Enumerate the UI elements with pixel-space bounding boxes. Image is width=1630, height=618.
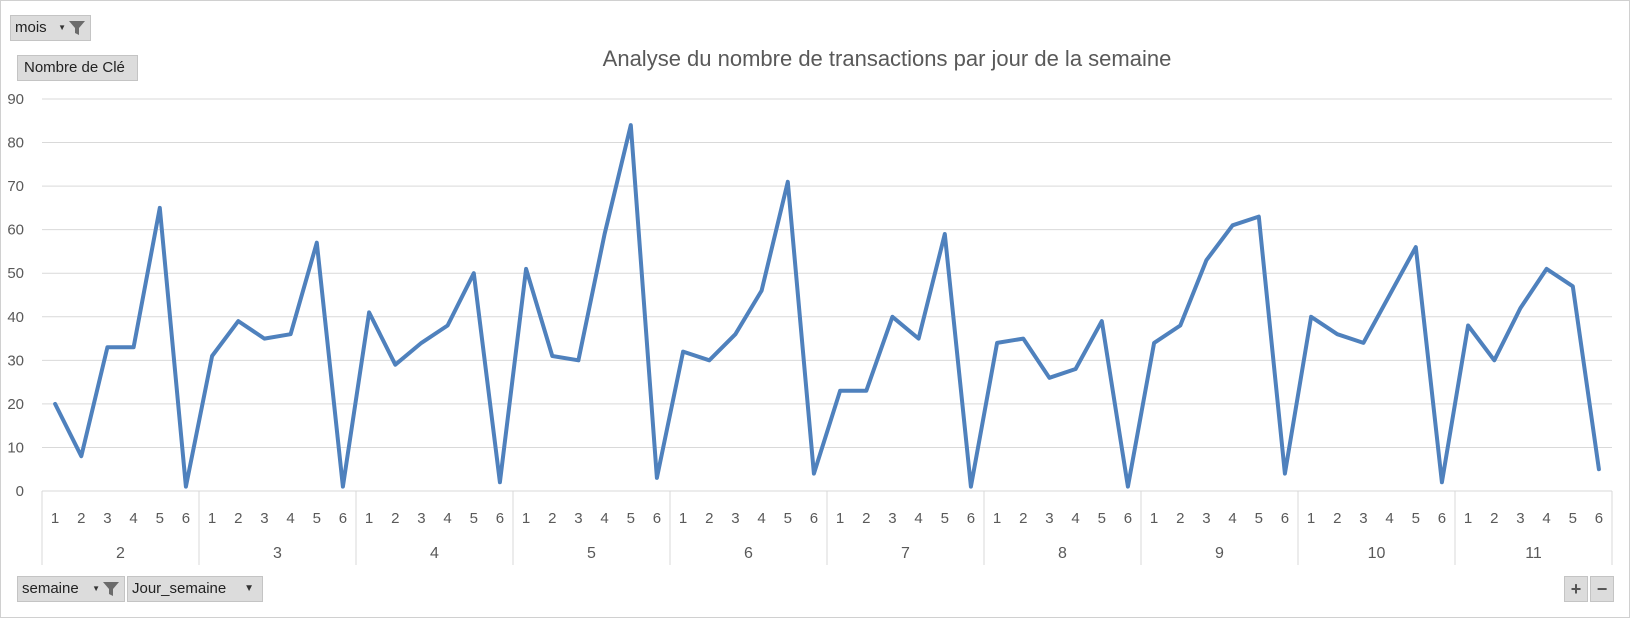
x-tick-label: 1 bbox=[365, 510, 373, 527]
x-tick-label: 2 bbox=[548, 510, 556, 527]
x-tick-label: 4 bbox=[1071, 510, 1079, 527]
x-tick-label: 3 bbox=[103, 510, 111, 527]
x-tick-label: 2 bbox=[234, 510, 242, 527]
x-tick-label: 5 bbox=[1569, 510, 1577, 527]
value-field-button[interactable]: Nombre de Clé bbox=[17, 55, 138, 81]
series-line bbox=[53, 123, 1601, 489]
x-tick-label: 5 bbox=[941, 510, 949, 527]
group-label: 10 bbox=[1368, 545, 1386, 562]
y-tick-label: 90 bbox=[7, 91, 24, 108]
group-label: 7 bbox=[901, 545, 910, 562]
group-label: 6 bbox=[744, 545, 753, 562]
group-label: 5 bbox=[587, 545, 596, 562]
x-tick-label: 4 bbox=[914, 510, 922, 527]
x-tick-label: 3 bbox=[260, 510, 268, 527]
x-tick-label: 3 bbox=[888, 510, 896, 527]
y-tick-label: 0 bbox=[16, 483, 24, 500]
x-tick-label: 1 bbox=[1464, 510, 1472, 527]
x-tick-label: 6 bbox=[1124, 510, 1132, 527]
y-tick-label: 10 bbox=[7, 439, 24, 456]
value-field-label: Nombre de Clé bbox=[24, 59, 125, 76]
x-tick-label: 3 bbox=[1516, 510, 1524, 527]
x-tick-label: 5 bbox=[627, 510, 635, 527]
semaine-filter-label: semaine bbox=[22, 580, 79, 597]
x-tick-label: 5 bbox=[1098, 510, 1106, 527]
x-tick-label: 2 bbox=[77, 510, 85, 527]
x-tick-label: 4 bbox=[443, 510, 451, 527]
x-tick-label: 4 bbox=[1385, 510, 1393, 527]
x-tick-label: 1 bbox=[836, 510, 844, 527]
y-tick-label: 60 bbox=[7, 222, 24, 239]
x-tick-label: 6 bbox=[496, 510, 504, 527]
x-tick-label: 6 bbox=[182, 510, 190, 527]
x-tick-label: 5 bbox=[156, 510, 164, 527]
x-tick-label: 1 bbox=[208, 510, 216, 527]
filter-funnel-icon bbox=[103, 582, 119, 596]
y-tick-label: 70 bbox=[7, 178, 24, 195]
x-tick-label: 2 bbox=[1333, 510, 1341, 527]
x-tick-label: 3 bbox=[731, 510, 739, 527]
mois-filter-label: mois bbox=[15, 19, 47, 36]
x-tick-label: 1 bbox=[522, 510, 530, 527]
x-tick-label: 1 bbox=[679, 510, 687, 527]
group-label: 4 bbox=[430, 545, 439, 562]
x-tick-label: 4 bbox=[1542, 510, 1550, 527]
y-tick-label: 30 bbox=[7, 352, 24, 369]
x-tick-label: 3 bbox=[417, 510, 425, 527]
x-tick-label: 3 bbox=[574, 510, 582, 527]
jour-semaine-filter-label: Jour_semaine bbox=[132, 580, 227, 597]
x-tick-label: 5 bbox=[784, 510, 792, 527]
x-tick-label: 2 bbox=[705, 510, 713, 527]
chart-title: Analyse du nombre de transactions par jo… bbox=[603, 46, 1172, 71]
x-tick-label: 6 bbox=[967, 510, 975, 527]
x-tick-label: 6 bbox=[810, 510, 818, 527]
x-tick-label: 5 bbox=[313, 510, 321, 527]
x-tick-label: 4 bbox=[286, 510, 294, 527]
x-tick-label: 1 bbox=[993, 510, 1001, 527]
x-tick-label: 3 bbox=[1202, 510, 1210, 527]
x-tick-label: 2 bbox=[862, 510, 870, 527]
x-tick-label: 6 bbox=[653, 510, 661, 527]
x-tick-label: 2 bbox=[1019, 510, 1027, 527]
x-tick-label: 2 bbox=[1490, 510, 1498, 527]
x-tick-label: 1 bbox=[1307, 510, 1315, 527]
mois-filter-button[interactable]: mois ▼ bbox=[10, 15, 91, 41]
group-label: 2 bbox=[116, 545, 125, 562]
x-tick-label: 1 bbox=[1150, 510, 1158, 527]
x-tick-label: 2 bbox=[1176, 510, 1184, 527]
x-tick-label: 1 bbox=[51, 510, 59, 527]
expand-field-button[interactable]: + bbox=[1564, 576, 1588, 602]
x-tick-label: 6 bbox=[1438, 510, 1446, 527]
y-tick-label: 20 bbox=[7, 396, 24, 413]
semaine-filter-button[interactable]: semaine ▼ bbox=[17, 576, 125, 602]
x-tick-label: 6 bbox=[339, 510, 347, 527]
group-label: 9 bbox=[1215, 545, 1224, 562]
group-label: 3 bbox=[273, 545, 282, 562]
dropdown-arrow-icon: ▼ bbox=[92, 584, 100, 593]
x-tick-label: 4 bbox=[600, 510, 608, 527]
filter-funnel-icon bbox=[69, 21, 85, 35]
y-tick-label: 80 bbox=[7, 135, 24, 152]
y-tick-label: 50 bbox=[7, 265, 24, 282]
x-tick-label: 4 bbox=[757, 510, 765, 527]
x-tick-label: 3 bbox=[1045, 510, 1053, 527]
y-tick-label: 40 bbox=[7, 309, 24, 326]
x-tick-label: 5 bbox=[1412, 510, 1420, 527]
jour-semaine-filter-button[interactable]: Jour_semaine ▼ bbox=[127, 576, 263, 602]
collapse-field-button[interactable]: − bbox=[1590, 576, 1614, 602]
x-tick-label: 2 bbox=[391, 510, 399, 527]
dropdown-arrow-icon: ▼ bbox=[244, 583, 254, 594]
x-tick-label: 6 bbox=[1281, 510, 1289, 527]
x-tick-label: 4 bbox=[1228, 510, 1236, 527]
x-tick-label: 5 bbox=[470, 510, 478, 527]
dropdown-arrow-icon: ▼ bbox=[58, 23, 66, 32]
group-label: 8 bbox=[1058, 545, 1067, 562]
x-tick-label: 4 bbox=[129, 510, 137, 527]
x-tick-label: 3 bbox=[1359, 510, 1367, 527]
group-label: 11 bbox=[1525, 545, 1542, 562]
x-tick-label: 6 bbox=[1595, 510, 1603, 527]
x-tick-label: 5 bbox=[1255, 510, 1263, 527]
